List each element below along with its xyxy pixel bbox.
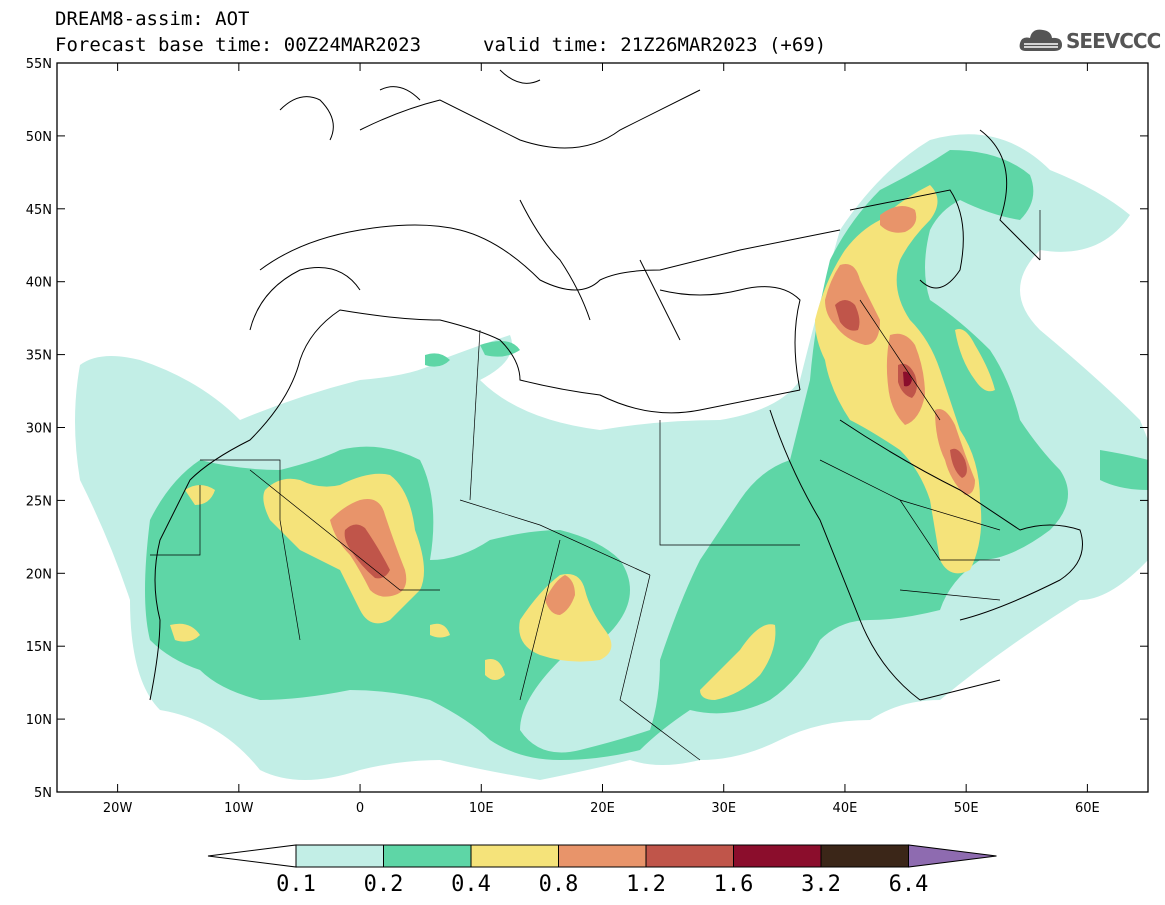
colorbar-label: 6.4 bbox=[889, 872, 929, 897]
lon-tick-label: 0 bbox=[356, 801, 364, 816]
lat-tick-label: 50N bbox=[26, 130, 52, 145]
colorbar-over-triangle bbox=[909, 845, 997, 867]
lon-tick-label: 10W bbox=[224, 801, 254, 816]
colorbar bbox=[208, 845, 997, 867]
colorbar-label: 1.6 bbox=[714, 872, 754, 897]
colorbar-swatch bbox=[559, 845, 647, 867]
colorbar-label: 0.2 bbox=[364, 872, 404, 897]
lat-tick-label: 30N bbox=[26, 422, 52, 437]
lat-tick-label: 15N bbox=[26, 640, 52, 655]
colorbar-under-triangle bbox=[208, 845, 296, 867]
colorbar-swatch bbox=[384, 845, 472, 867]
lon-tick-label: 20W bbox=[103, 801, 133, 816]
colorbar-label: 0.8 bbox=[539, 872, 579, 897]
lon-tick-label: 30E bbox=[711, 801, 736, 816]
lat-tick-label: 45N bbox=[26, 203, 52, 218]
lat-tick-label: 25N bbox=[26, 494, 52, 509]
lat-tick-label: 35N bbox=[26, 349, 52, 364]
lon-tick-label: 50E bbox=[954, 801, 979, 816]
lat-tick-label: 40N bbox=[26, 276, 52, 291]
colorbar-swatch bbox=[646, 845, 734, 867]
lon-tick-label: 10E bbox=[469, 801, 494, 816]
colorbar-swatch bbox=[821, 845, 909, 867]
colorbar-label: 3.2 bbox=[801, 872, 841, 897]
colorbar-swatch bbox=[734, 845, 822, 867]
lat-tick-label: 5N bbox=[34, 786, 52, 801]
colorbar-label: 1.2 bbox=[626, 872, 666, 897]
lon-tick-label: 20E bbox=[590, 801, 615, 816]
colorbar-swatch bbox=[471, 845, 559, 867]
lon-tick-label: 40E bbox=[833, 801, 858, 816]
colorbar-swatch bbox=[296, 845, 384, 867]
colorbar-label: 0.4 bbox=[451, 872, 491, 897]
lat-tick-label: 20N bbox=[26, 567, 52, 582]
lat-tick-label: 10N bbox=[26, 713, 52, 728]
lat-tick-label: 55N bbox=[26, 57, 52, 72]
lon-tick-label: 60E bbox=[1075, 801, 1100, 816]
colorbar-label: 0.1 bbox=[276, 872, 316, 897]
